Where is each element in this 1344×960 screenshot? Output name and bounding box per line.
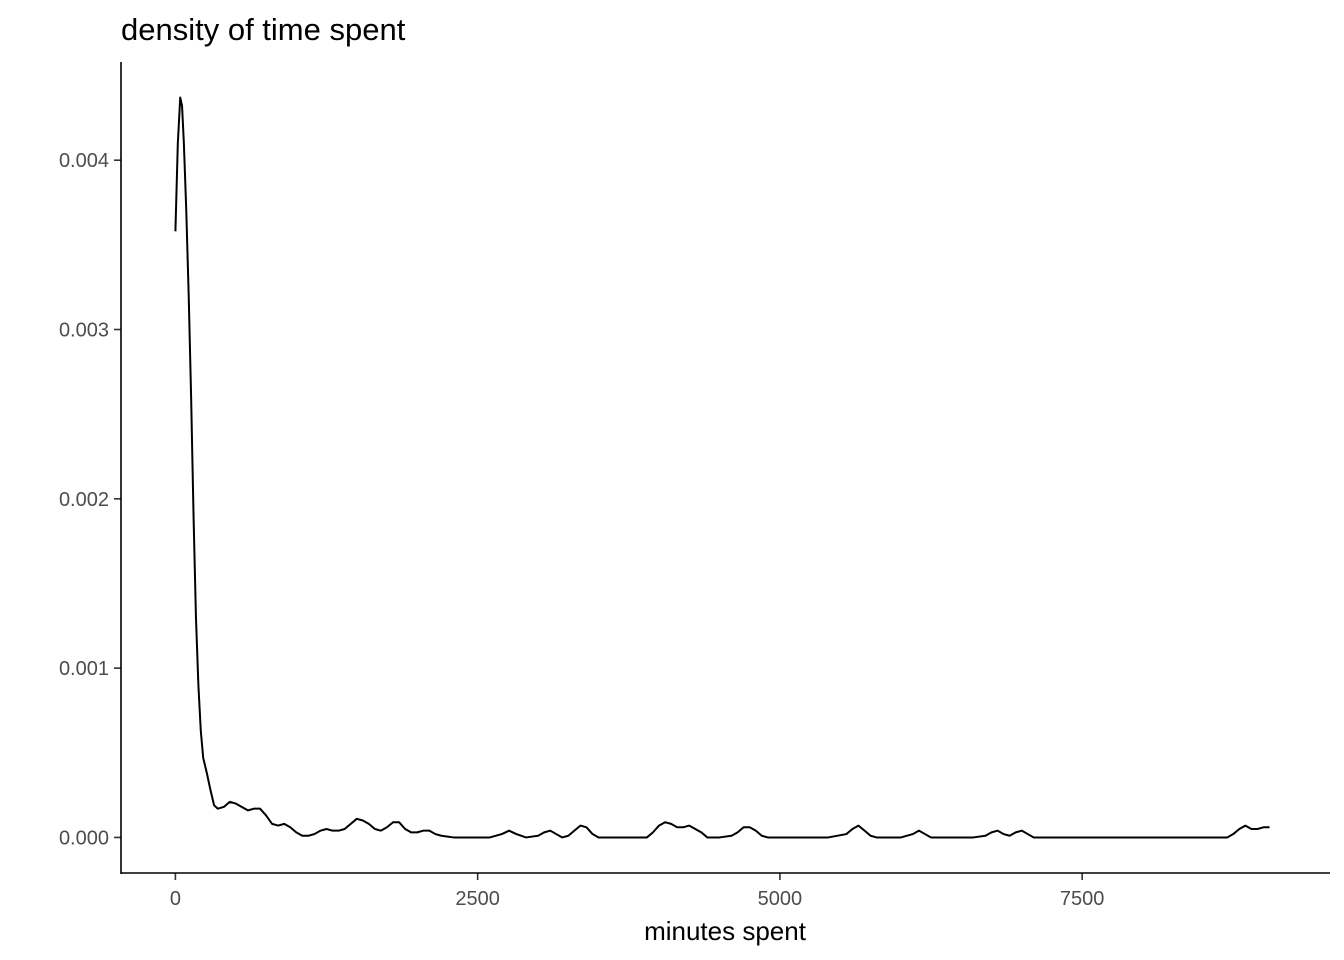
y-axis-ticks: 0.000 0.001 0.002 0.003 0.004: [59, 150, 121, 849]
y-tick-label: 0.002: [59, 489, 109, 511]
x-tick-label: 0: [170, 888, 181, 910]
y-tick-label: 0.000: [59, 827, 109, 849]
chart-title: density of time spent: [121, 12, 406, 47]
x-tick-label: 5000: [758, 888, 803, 910]
x-axis-label: minutes spent: [644, 916, 807, 946]
x-tick-label: 2500: [455, 888, 500, 910]
x-tick-label: 7500: [1060, 888, 1105, 910]
y-tick-label: 0.001: [59, 658, 109, 680]
x-axis-ticks: 0 2500 5000 7500: [170, 873, 1105, 910]
y-tick-label: 0.004: [59, 150, 109, 172]
y-tick-label: 0.003: [59, 320, 109, 342]
density-line: [174, 96, 1270, 839]
